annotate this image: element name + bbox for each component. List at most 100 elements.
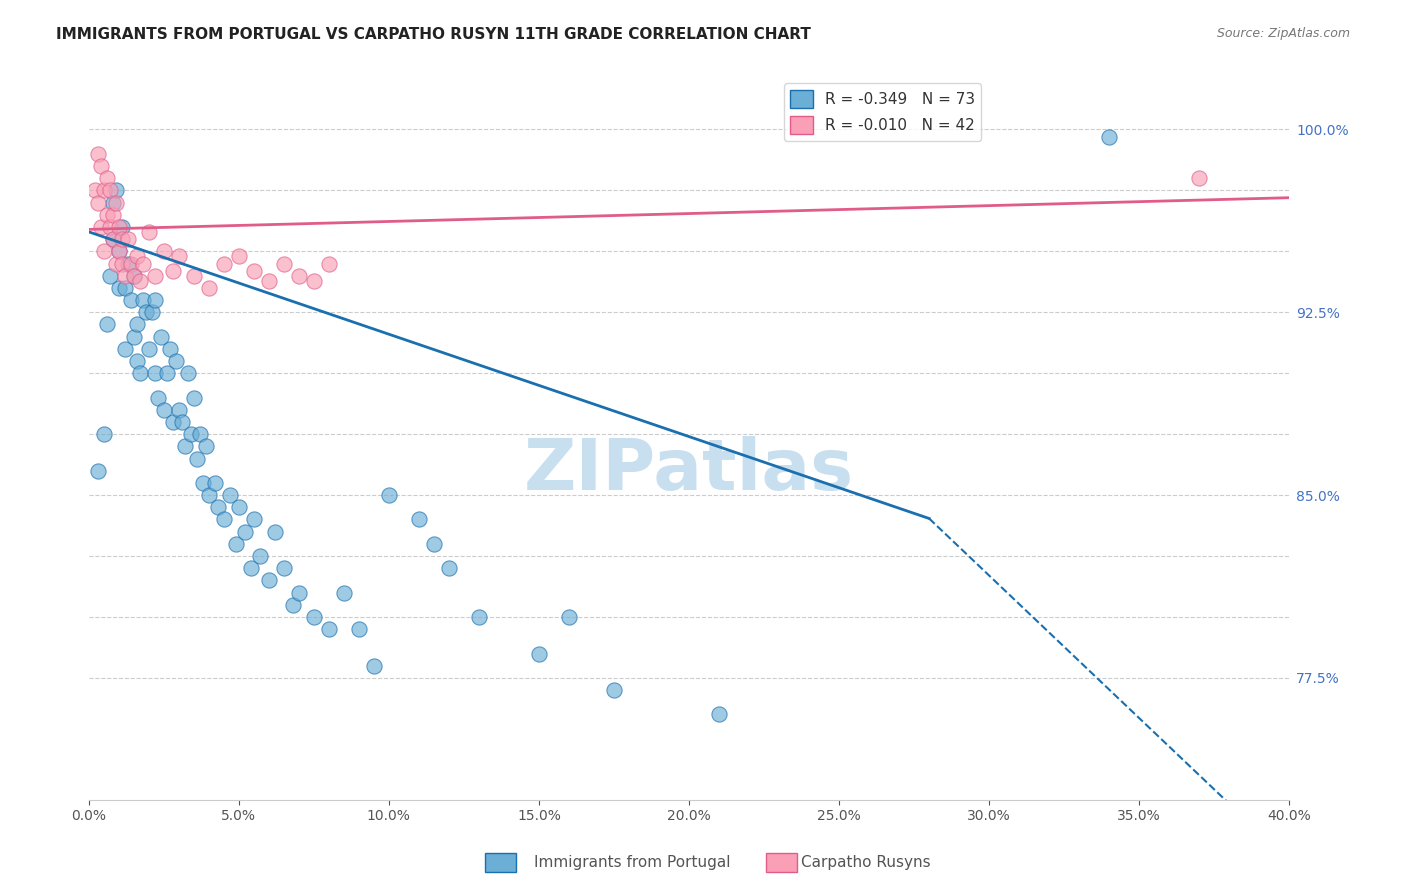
Point — [93, 244, 115, 259]
Point — [83, 183, 105, 197]
Point — [125, 354, 148, 368]
Point — [96, 171, 118, 186]
Point — [152, 244, 174, 259]
Point — [188, 427, 211, 442]
Point — [318, 622, 340, 636]
Point — [156, 366, 179, 380]
Point — [218, 488, 240, 502]
Point — [104, 256, 127, 270]
Point — [93, 427, 115, 442]
Point — [101, 232, 124, 246]
Point — [603, 683, 626, 698]
Point — [117, 232, 139, 246]
Point — [120, 256, 142, 270]
Point — [107, 219, 129, 234]
Point — [191, 475, 214, 490]
Point — [273, 256, 295, 270]
Point — [186, 451, 208, 466]
Point — [423, 537, 446, 551]
Point — [225, 537, 247, 551]
Point — [180, 427, 202, 442]
Point — [107, 244, 129, 259]
Point — [111, 219, 134, 234]
Point — [122, 329, 145, 343]
Point — [243, 264, 266, 278]
Point — [93, 183, 115, 197]
Point — [114, 281, 136, 295]
Point — [288, 268, 311, 283]
Point — [162, 264, 184, 278]
Point — [122, 268, 145, 283]
Point — [263, 524, 285, 539]
Point — [198, 281, 221, 295]
Point — [101, 208, 124, 222]
Point — [104, 183, 127, 197]
Point — [132, 293, 155, 307]
Point — [128, 366, 150, 380]
Point — [167, 402, 190, 417]
Text: Immigrants from Portugal: Immigrants from Portugal — [534, 855, 731, 870]
Point — [165, 354, 187, 368]
Point — [347, 622, 370, 636]
Point — [143, 268, 166, 283]
Point — [233, 524, 256, 539]
Point — [101, 232, 124, 246]
Point — [167, 249, 190, 263]
Point — [146, 391, 169, 405]
Point — [135, 305, 157, 319]
Point — [527, 647, 550, 661]
Point — [149, 329, 172, 343]
Point — [558, 610, 581, 624]
Legend: R = -0.349   N = 73, R = -0.010   N = 42: R = -0.349 N = 73, R = -0.010 N = 42 — [785, 84, 981, 141]
Point — [90, 219, 112, 234]
Point — [98, 183, 121, 197]
Point — [249, 549, 271, 563]
Point — [198, 488, 221, 502]
Point — [183, 391, 205, 405]
Point — [257, 574, 280, 588]
Point — [378, 488, 401, 502]
Point — [194, 439, 217, 453]
Point — [257, 274, 280, 288]
Point — [104, 195, 127, 210]
Point — [212, 256, 235, 270]
Point — [114, 268, 136, 283]
Point — [143, 366, 166, 380]
Point — [107, 244, 129, 259]
Point — [125, 249, 148, 263]
Point — [111, 256, 134, 270]
Point — [128, 274, 150, 288]
Point — [152, 402, 174, 417]
Point — [302, 274, 325, 288]
Point — [1098, 129, 1121, 144]
Text: IMMIGRANTS FROM PORTUGAL VS CARPATHO RUSYN 11TH GRADE CORRELATION CHART: IMMIGRANTS FROM PORTUGAL VS CARPATHO RUS… — [56, 27, 811, 42]
Point — [170, 415, 193, 429]
Text: ZIPatlas: ZIPatlas — [524, 436, 853, 505]
Point — [318, 256, 340, 270]
Point — [101, 195, 124, 210]
Point — [243, 512, 266, 526]
Point — [177, 366, 200, 380]
Point — [138, 342, 160, 356]
Point — [302, 610, 325, 624]
Point — [159, 342, 181, 356]
Point — [122, 268, 145, 283]
Point — [333, 585, 356, 599]
Point — [125, 318, 148, 332]
Point — [141, 305, 163, 319]
Point — [87, 146, 110, 161]
Point — [281, 598, 304, 612]
Point — [707, 707, 730, 722]
Point — [437, 561, 460, 575]
Point — [96, 318, 118, 332]
Point — [173, 439, 195, 453]
Point — [114, 342, 136, 356]
Point — [204, 475, 226, 490]
Point — [408, 512, 430, 526]
Point — [239, 561, 262, 575]
Point — [207, 500, 229, 515]
Point — [90, 159, 112, 173]
Point — [98, 268, 121, 283]
Point — [212, 512, 235, 526]
Point — [98, 219, 121, 234]
